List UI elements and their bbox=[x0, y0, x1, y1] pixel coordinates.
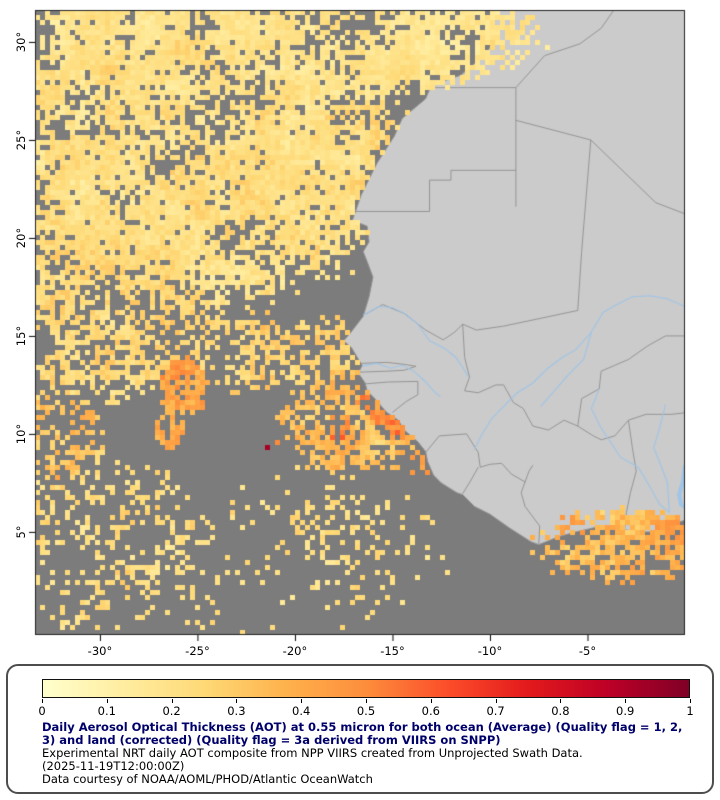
legend-panel: 0 0.1 0.2 0.3 0.4 0.5 0.6 0.7 0.8 0.9 1 Daily Aero… bbox=[6, 664, 714, 794]
legend-text-block: Daily Aerosol Optical Thickness (AOT) at… bbox=[42, 721, 696, 786]
colorbar-tick-label: 0.5 bbox=[356, 704, 376, 718]
colorbar-tick-label: 0 bbox=[38, 704, 46, 718]
colorbar-tick-mark bbox=[301, 699, 303, 703]
colorbar-tick-label: 0.8 bbox=[551, 704, 570, 718]
lon-tick-label: -25° bbox=[185, 644, 210, 658]
colorbar-tick-mark bbox=[625, 699, 627, 703]
colorbar-tick-label: 0.4 bbox=[292, 704, 311, 718]
colorbar-tick-label: 0.9 bbox=[616, 704, 635, 718]
lon-tick-label: -30° bbox=[87, 644, 113, 658]
colorbar-tick-mark bbox=[236, 699, 238, 703]
colorbar-tick-label: 0.6 bbox=[421, 704, 440, 718]
legend-description: Experimental NRT daily AOT composite fro… bbox=[42, 745, 583, 760]
aot-map-area: 30° 25° 20° 15° 10° 5° -30° -25° -20° -15° -10° -5° bbox=[0, 0, 720, 660]
colorbar-tick-mark bbox=[495, 699, 497, 703]
colorbar-gradient bbox=[42, 679, 690, 698]
colorbar-tick-label: 0.1 bbox=[97, 704, 116, 718]
legend-caption: Daily Aerosol Optical Thickness (AOT) at… bbox=[42, 720, 683, 747]
legend-timestamp: (2025-11-19T12:00:00Z) bbox=[42, 758, 185, 773]
lat-tick-label: 5° bbox=[14, 525, 28, 539]
colorbar-tick-mark bbox=[106, 699, 108, 703]
colorbar-tick-label: 1 bbox=[686, 704, 694, 718]
colorbar-tick-mark bbox=[690, 699, 691, 703]
lon-tick-label: -15° bbox=[380, 644, 405, 658]
colorbar-tick-mark bbox=[366, 699, 367, 703]
lat-tick-label: 20° bbox=[14, 227, 28, 249]
lon-tick-label: -10° bbox=[477, 644, 503, 658]
colorbar-tick-mark bbox=[42, 699, 43, 703]
lon-tick-label: -5° bbox=[578, 644, 597, 658]
lat-tick-label: 25° bbox=[14, 129, 28, 151]
colorbar-tick-mark bbox=[560, 699, 562, 703]
colorbar-tick-mark bbox=[430, 699, 432, 703]
aot-map-canvas bbox=[0, 0, 720, 660]
colorbar-tick-label: 0.7 bbox=[486, 704, 505, 718]
lat-tick-label: 30° bbox=[14, 31, 28, 53]
lat-tick-label: 10° bbox=[14, 423, 28, 445]
colorbar-tick-label: 0.2 bbox=[162, 704, 181, 718]
colorbar-tick-label: 0.3 bbox=[227, 704, 246, 718]
lat-tick-label: 15° bbox=[14, 325, 28, 347]
colorbar-tick-mark bbox=[171, 699, 173, 703]
legend-credit: Data courtesy of NOAA/AOML/PHOD/Atlantic… bbox=[42, 771, 373, 786]
lon-tick-label: -20° bbox=[282, 644, 308, 658]
